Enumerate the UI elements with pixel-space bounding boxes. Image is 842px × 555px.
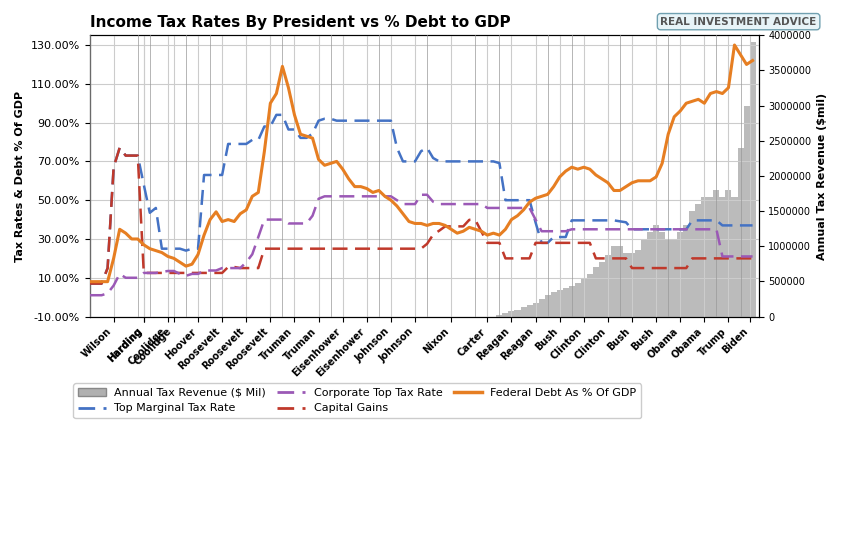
- Bar: [719, 197, 726, 316]
- Bar: [623, 253, 629, 316]
- Bar: [647, 232, 653, 316]
- Bar: [659, 232, 665, 316]
- Bar: [575, 283, 581, 316]
- Bar: [743, 105, 749, 316]
- Bar: [695, 204, 701, 316]
- Bar: [683, 225, 690, 316]
- Bar: [726, 190, 732, 316]
- Bar: [629, 253, 635, 316]
- Bar: [671, 239, 677, 316]
- Bar: [749, 42, 755, 316]
- Bar: [732, 197, 738, 316]
- Bar: [532, 302, 539, 316]
- Bar: [545, 295, 551, 316]
- Bar: [497, 315, 503, 316]
- Legend: Annual Tax Revenue ($ Mil), Top Marginal Tax Rate, Corporate Top Tax Rate, Capit: Annual Tax Revenue ($ Mil), Top Marginal…: [73, 384, 641, 418]
- Bar: [653, 225, 659, 316]
- Bar: [738, 148, 743, 316]
- Bar: [635, 250, 641, 316]
- Bar: [581, 279, 587, 316]
- Bar: [641, 239, 647, 316]
- Bar: [568, 286, 575, 316]
- Bar: [593, 268, 599, 316]
- Bar: [509, 311, 514, 316]
- Bar: [557, 290, 562, 316]
- Bar: [617, 246, 623, 316]
- Bar: [520, 307, 526, 316]
- Bar: [707, 197, 713, 316]
- Bar: [665, 239, 671, 316]
- Y-axis label: Tax Rates & Debt % Of GDP: Tax Rates & Debt % Of GDP: [15, 90, 25, 261]
- Bar: [677, 232, 683, 316]
- Y-axis label: Annual Tax Revenue ($mil): Annual Tax Revenue ($mil): [817, 92, 827, 260]
- Bar: [539, 299, 545, 316]
- Bar: [562, 289, 568, 316]
- Text: Income Tax Rates By President vs % Debt to GDP: Income Tax Rates By President vs % Debt …: [89, 15, 510, 30]
- Bar: [611, 246, 617, 316]
- Bar: [514, 310, 520, 316]
- Bar: [526, 305, 532, 316]
- Bar: [713, 190, 719, 316]
- Bar: [599, 262, 605, 316]
- Bar: [690, 211, 695, 316]
- Bar: [503, 313, 509, 316]
- Bar: [551, 292, 557, 316]
- Bar: [605, 255, 611, 316]
- Bar: [587, 274, 593, 316]
- Bar: [701, 197, 707, 316]
- Text: REAL INVESTMENT ADVICE: REAL INVESTMENT ADVICE: [660, 17, 817, 27]
